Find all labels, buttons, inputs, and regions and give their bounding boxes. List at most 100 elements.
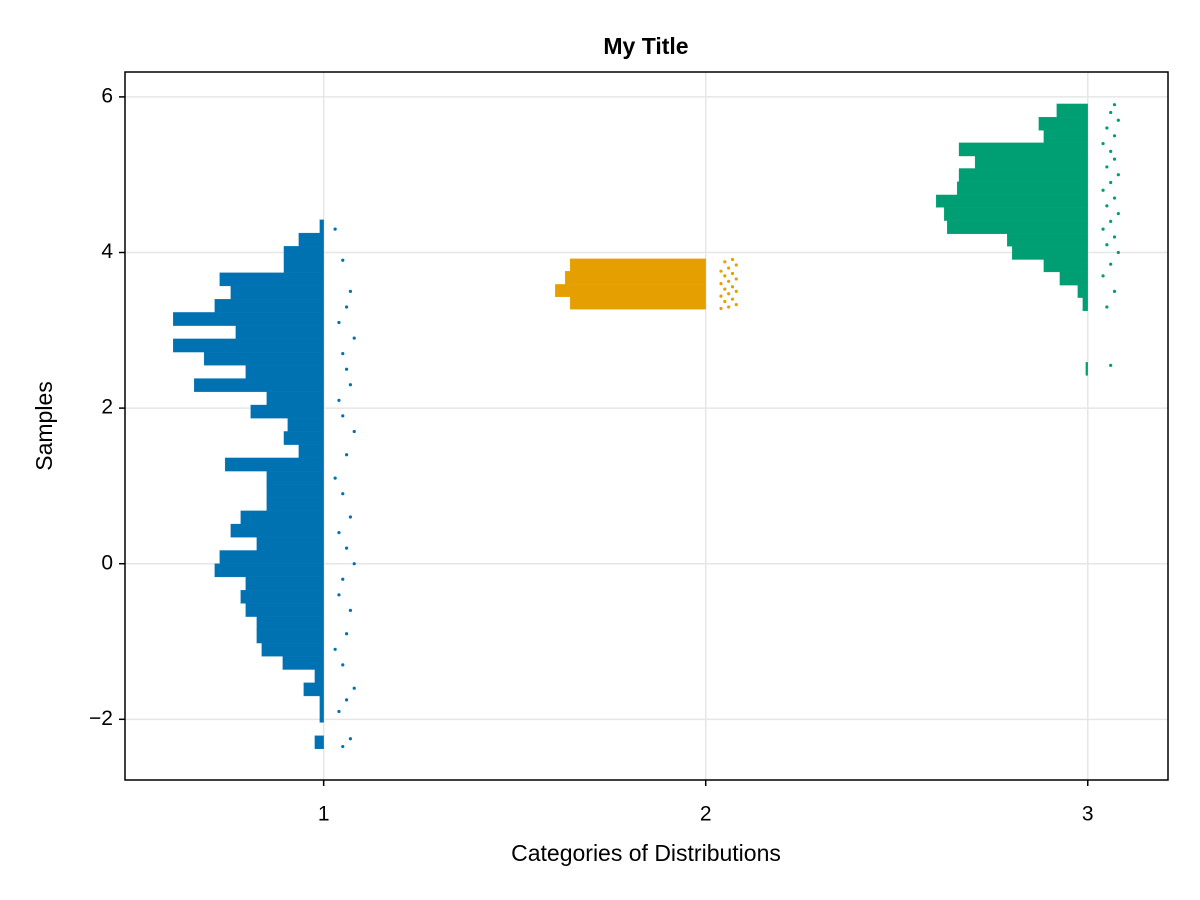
histogram-bar [555, 284, 706, 297]
histogram-bar [219, 550, 324, 564]
histogram-bar [319, 219, 324, 234]
histogram-bar [172, 338, 324, 353]
scatter-point [1101, 141, 1105, 146]
scatter-point [727, 305, 731, 309]
ticks: −2 0 2 4 6 1 2 3 [89, 84, 1094, 825]
scatter-point [1109, 363, 1113, 367]
histogram-bar [235, 325, 324, 340]
scatter-point [341, 577, 345, 581]
scatter-point [344, 698, 349, 702]
histogram-bar [230, 285, 324, 300]
scatter-point [1112, 157, 1117, 161]
y-axis-label: Samples [31, 381, 57, 470]
scatter-point [344, 367, 349, 371]
histogram-bar [256, 537, 324, 551]
scatter-point [1112, 134, 1117, 138]
histogram-bar [266, 484, 324, 498]
scatter-point [352, 562, 356, 566]
scatter-point [719, 269, 723, 273]
histogram-bar [245, 365, 324, 379]
scatter-point [1105, 305, 1109, 309]
histogram-bar [569, 258, 706, 272]
scatter-point [1116, 212, 1120, 216]
scatter-point [719, 282, 723, 286]
histogram-bar [194, 378, 324, 392]
scatter-point [333, 227, 337, 231]
scatter-point [348, 289, 353, 294]
histogram-bar [1038, 116, 1088, 131]
histogram-bar [564, 271, 706, 285]
scatter-point [337, 709, 341, 714]
y-tick-label: 0 [101, 551, 113, 574]
x-axis-label: Categories of Distributions [511, 840, 781, 866]
scatter-point [337, 398, 341, 402]
scatter-point [1101, 274, 1105, 278]
histogram-bar [303, 682, 324, 697]
histogram-bar [1043, 130, 1088, 143]
histogram-bar [319, 709, 324, 723]
scatter-point [1116, 173, 1120, 177]
chart-title: My Title [603, 33, 688, 59]
scatter-point [348, 383, 353, 387]
histogram-bar [261, 642, 324, 657]
scatter-point [333, 476, 337, 480]
histogram-bar [214, 299, 324, 313]
scatter-point [344, 632, 349, 636]
scatter-point [352, 429, 356, 434]
scatter-point [348, 608, 353, 612]
y-tick-label: 4 [101, 240, 113, 263]
scatter-point [727, 279, 731, 283]
y-tick-label: 2 [101, 396, 113, 419]
histogram-bar [245, 603, 324, 617]
histogram-bar [1077, 285, 1088, 298]
histogram-bar [256, 616, 324, 630]
scatter-point [1101, 227, 1105, 231]
histogram-bar [172, 312, 324, 326]
histogram-bar [298, 232, 324, 247]
histogram-bar [1043, 259, 1088, 273]
scatter-point [344, 453, 349, 457]
scatter-point [1109, 149, 1113, 153]
histogram-bar [1059, 271, 1088, 286]
scatter-point [723, 299, 727, 304]
histogram-bar [1007, 233, 1088, 247]
histogram-bar [314, 735, 324, 750]
histogram-bar [245, 576, 324, 591]
scatter-point [730, 285, 735, 289]
scatter-point [1105, 204, 1109, 208]
scatter-point [348, 737, 353, 741]
plot-marks [172, 103, 1120, 750]
scatter-point [352, 336, 356, 340]
scatter-point [1112, 196, 1117, 200]
scatter-point [734, 263, 738, 267]
scatter-point [1116, 250, 1120, 255]
scatter-point [341, 744, 345, 749]
scatter-point [719, 294, 723, 298]
histogram-bar [203, 351, 324, 366]
scatter-point [348, 515, 353, 519]
histogram-bar [283, 259, 324, 273]
x-tick-label: 2 [700, 803, 712, 826]
scatter-point [1112, 235, 1117, 239]
histogram-bar [1011, 246, 1088, 260]
scatter-point [730, 271, 735, 276]
histogram-bar [240, 590, 324, 604]
scatter-point [341, 663, 345, 667]
x-tick-label: 3 [1082, 803, 1094, 826]
histogram-bar [283, 431, 324, 445]
scatter-point [1109, 262, 1113, 266]
scatter-point [719, 306, 723, 311]
y-tick-label: −2 [89, 707, 113, 730]
scatter-point [1101, 188, 1105, 192]
histogram-bar [314, 669, 324, 683]
scatter-point [1109, 219, 1113, 223]
histogram-bar [947, 220, 1088, 234]
histogram-bar [958, 142, 1088, 157]
histogram-bar [283, 246, 324, 260]
scatter-point [734, 277, 738, 281]
scatter-point [730, 257, 735, 262]
scatter-point [1109, 110, 1113, 115]
histogram-bar [266, 391, 324, 406]
